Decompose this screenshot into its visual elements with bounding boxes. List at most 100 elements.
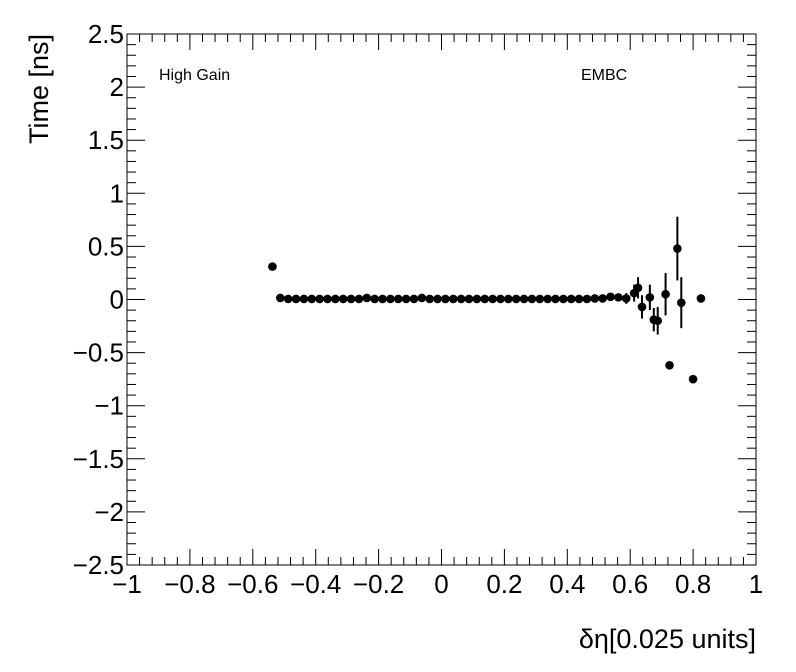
data-point [354, 294, 364, 304]
data-point [323, 294, 332, 304]
data-marker [543, 294, 552, 304]
data-point [346, 294, 356, 304]
y-tick-label: 2.5 [88, 19, 124, 49]
data-point [519, 294, 529, 304]
data-point [598, 294, 607, 303]
data-marker [417, 293, 427, 303]
data-point [543, 294, 552, 304]
data-marker [448, 294, 458, 304]
y-tick-label: −1 [94, 391, 124, 421]
y-tick-label: −2.5 [73, 550, 124, 580]
data-point [331, 294, 340, 304]
data-point [661, 272, 670, 316]
data-point [665, 361, 674, 370]
data-marker [574, 294, 584, 304]
data-marker [480, 294, 490, 304]
data-point [276, 293, 285, 303]
data-marker [346, 294, 356, 304]
data-marker [283, 294, 293, 304]
data-marker [370, 294, 379, 304]
y-tick-label: 0 [110, 285, 124, 315]
data-marker [504, 294, 513, 304]
data-point [582, 294, 592, 304]
data-point [362, 293, 372, 303]
data-point [535, 294, 545, 304]
data-point [370, 294, 379, 304]
y-tick-label: 1.5 [88, 125, 124, 155]
x-tick-label: 0.2 [486, 569, 522, 599]
data-point [688, 374, 698, 384]
data-point [401, 294, 411, 304]
data-marker [331, 294, 340, 304]
data-point [393, 294, 403, 304]
data-marker [653, 316, 663, 326]
data-marker [268, 262, 277, 271]
data-marker [496, 294, 505, 304]
data-marker [559, 294, 568, 304]
data-marker [378, 294, 387, 304]
x-tick-label: 0 [434, 569, 448, 599]
data-marker [677, 298, 686, 307]
data-point [574, 294, 584, 304]
data-point [621, 293, 631, 304]
data-marker [519, 294, 529, 304]
x-tick-label: 0.8 [675, 569, 711, 599]
y-tick-label: 0.5 [88, 231, 124, 261]
data-point [315, 294, 324, 304]
y-tick-label: −0.5 [73, 338, 124, 368]
high-gain-label: High Gain [159, 67, 230, 84]
data-marker [598, 294, 607, 303]
data-point [677, 277, 686, 329]
axis-ticks [126, 33, 757, 566]
data-point [417, 293, 427, 303]
y-tick-label: −2 [94, 497, 124, 527]
data-marker [386, 294, 395, 304]
data-point [472, 294, 482, 304]
data-point [645, 284, 655, 311]
data-points [268, 216, 706, 384]
data-point [425, 294, 435, 304]
data-marker [551, 294, 560, 304]
data-marker [566, 294, 576, 304]
data-marker [315, 294, 324, 304]
data-marker [614, 293, 623, 302]
data-marker [621, 294, 631, 303]
x-tick-label: −0.2 [353, 569, 404, 599]
x-tick-label: −0.4 [290, 569, 341, 599]
data-marker [323, 294, 332, 304]
data-point [606, 292, 615, 302]
data-marker [433, 294, 442, 304]
y-tick-labels: −2.5 −2 −1.5 −1 −0.5 0 0.5 1 1.5 2 2.5 [73, 19, 124, 580]
data-point [433, 294, 442, 304]
data-marker [590, 294, 600, 303]
data-marker [696, 294, 706, 303]
y-tick-label: 2 [110, 72, 124, 102]
data-point [441, 294, 450, 304]
data-point [511, 294, 521, 304]
data-point [448, 294, 458, 304]
data-marker [633, 283, 643, 293]
data-point [488, 294, 497, 304]
data-marker [456, 294, 466, 304]
data-marker [307, 294, 317, 304]
data-marker [472, 294, 482, 304]
x-tick-label: −0.8 [164, 569, 215, 599]
y-tick-label: 1 [110, 178, 124, 208]
data-point [299, 294, 309, 304]
data-marker [401, 294, 411, 304]
data-marker [464, 294, 474, 304]
data-point [551, 294, 560, 304]
data-marker [527, 294, 537, 304]
y-tick-label: −1.5 [73, 444, 124, 474]
data-marker [665, 361, 674, 370]
x-axis-title: δη[0.025 units] [579, 624, 756, 654]
data-marker [535, 294, 545, 304]
data-point [386, 294, 395, 304]
data-marker [354, 294, 364, 304]
data-marker [606, 292, 615, 302]
y-axis-title: Time [ns] [24, 34, 54, 144]
data-marker [688, 374, 698, 384]
data-point [409, 294, 419, 304]
data-marker [409, 294, 419, 304]
data-point [504, 294, 513, 304]
